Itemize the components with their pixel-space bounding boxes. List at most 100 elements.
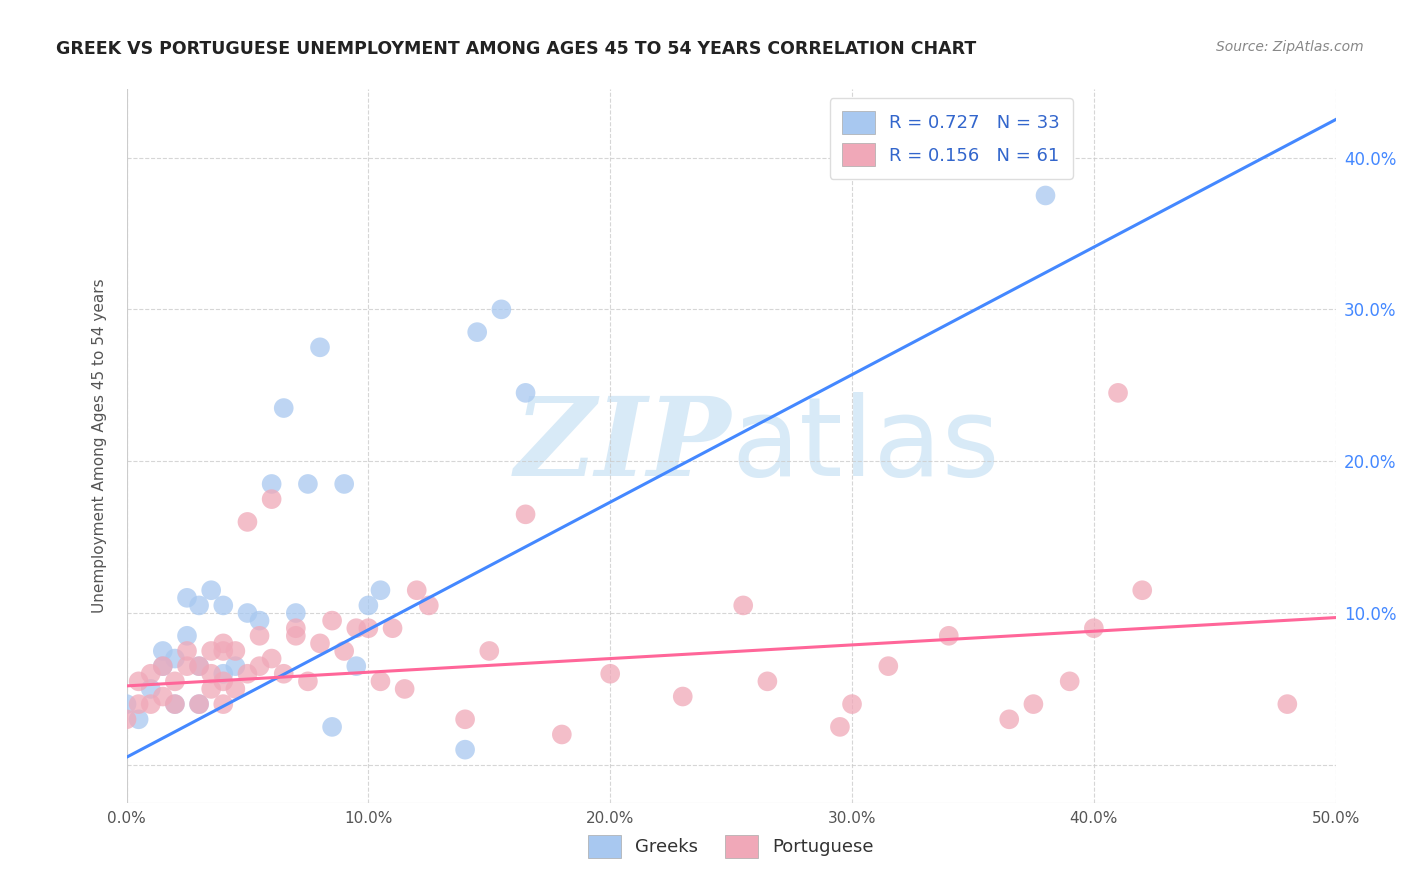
Point <box>128 674 150 689</box>
Point <box>188 659 211 673</box>
Point <box>454 712 477 726</box>
Point <box>478 644 501 658</box>
Point <box>828 720 851 734</box>
Point <box>260 477 283 491</box>
Point <box>672 690 695 704</box>
Point <box>200 681 222 696</box>
Point <box>333 644 356 658</box>
Point <box>284 629 307 643</box>
Point <box>249 629 271 643</box>
Point <box>152 644 174 658</box>
Point <box>405 583 427 598</box>
Point <box>139 681 162 696</box>
Point <box>188 697 211 711</box>
Point <box>1130 583 1153 598</box>
Point <box>188 697 211 711</box>
Point <box>176 629 198 643</box>
Point <box>163 651 186 665</box>
Point <box>188 659 211 673</box>
Point <box>236 515 259 529</box>
Point <box>297 477 319 491</box>
Point <box>128 712 150 726</box>
Point <box>938 629 960 643</box>
Point <box>200 644 222 658</box>
Point <box>128 697 150 711</box>
Point <box>284 606 307 620</box>
Legend: Greeks, Portuguese: Greeks, Portuguese <box>581 828 882 865</box>
Point <box>152 659 174 673</box>
Point <box>260 492 283 507</box>
Point <box>418 599 440 613</box>
Point <box>1107 385 1129 400</box>
Point <box>273 401 295 415</box>
Text: atlas: atlas <box>731 392 1000 500</box>
Point <box>115 697 138 711</box>
Point <box>224 644 246 658</box>
Point <box>370 583 392 598</box>
Point <box>284 621 307 635</box>
Point <box>381 621 404 635</box>
Point <box>491 302 513 317</box>
Point <box>115 712 138 726</box>
Point <box>998 712 1021 726</box>
Point <box>599 666 621 681</box>
Point <box>357 621 380 635</box>
Point <box>212 636 235 650</box>
Point <box>212 666 235 681</box>
Point <box>200 583 222 598</box>
Point <box>394 681 416 696</box>
Point <box>152 690 174 704</box>
Point <box>551 727 574 741</box>
Point <box>344 621 367 635</box>
Y-axis label: Unemployment Among Ages 45 to 54 years: Unemployment Among Ages 45 to 54 years <box>93 278 107 614</box>
Point <box>249 659 271 673</box>
Point <box>297 674 319 689</box>
Point <box>1277 697 1299 711</box>
Point <box>877 659 900 673</box>
Point <box>333 477 356 491</box>
Point <box>1035 188 1057 202</box>
Point <box>344 659 367 673</box>
Point <box>200 666 222 681</box>
Point <box>260 651 283 665</box>
Point <box>321 720 343 734</box>
Point <box>176 644 198 658</box>
Point <box>236 666 259 681</box>
Point <box>163 697 186 711</box>
Point <box>321 614 343 628</box>
Text: Source: ZipAtlas.com: Source: ZipAtlas.com <box>1216 40 1364 54</box>
Point <box>273 666 295 681</box>
Point <box>515 508 537 522</box>
Point <box>139 666 162 681</box>
Point <box>249 614 271 628</box>
Point <box>236 606 259 620</box>
Point <box>163 674 186 689</box>
Point <box>309 340 332 354</box>
Point <box>370 674 392 689</box>
Point <box>454 742 477 756</box>
Point <box>841 697 863 711</box>
Point <box>224 681 246 696</box>
Point <box>163 697 186 711</box>
Text: ZIP: ZIP <box>515 392 731 500</box>
Point <box>152 659 174 673</box>
Point <box>176 659 198 673</box>
Point <box>212 644 235 658</box>
Point <box>212 697 235 711</box>
Point <box>139 697 162 711</box>
Point <box>224 659 246 673</box>
Point <box>733 599 755 613</box>
Point <box>515 385 537 400</box>
Point <box>212 674 235 689</box>
Point <box>1083 621 1105 635</box>
Point <box>465 325 488 339</box>
Point <box>212 599 235 613</box>
Point <box>357 599 380 613</box>
Point <box>176 591 198 605</box>
Point <box>309 636 332 650</box>
Point <box>188 599 211 613</box>
Point <box>1022 697 1045 711</box>
Point <box>1059 674 1081 689</box>
Point <box>756 674 779 689</box>
Text: GREEK VS PORTUGUESE UNEMPLOYMENT AMONG AGES 45 TO 54 YEARS CORRELATION CHART: GREEK VS PORTUGUESE UNEMPLOYMENT AMONG A… <box>56 40 977 58</box>
